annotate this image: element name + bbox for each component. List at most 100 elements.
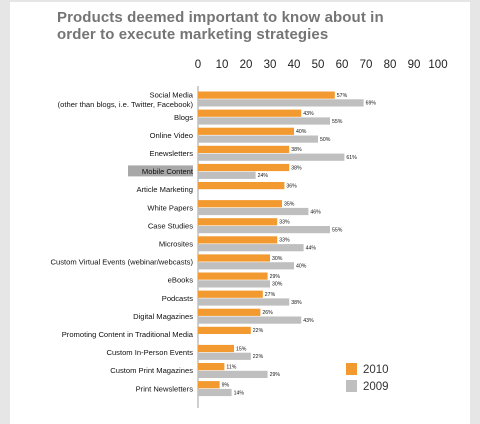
- bar-2010: [198, 272, 268, 280]
- bar-2009: [198, 135, 318, 143]
- bar-2010: [198, 127, 294, 135]
- bar-2010: [198, 308, 261, 316]
- bar-2009: [198, 388, 232, 397]
- data-label-2010: 26%: [262, 310, 273, 316]
- bar-2010: [198, 290, 263, 298]
- bar-2010: [198, 381, 220, 389]
- bar-2010: [198, 363, 225, 371]
- x-tick-label: 40: [288, 59, 301, 71]
- bar-2010: [198, 236, 278, 244]
- bar-2009: [198, 316, 302, 324]
- bar-2010: [198, 91, 335, 99]
- data-label-2009: 50%: [320, 137, 331, 143]
- data-label-2009: 55%: [332, 227, 343, 233]
- legend-label-2010: 2010: [363, 364, 389, 376]
- bar-2010: [198, 145, 290, 153]
- bar-2009: [198, 99, 364, 107]
- category-label: Mobile Content: [142, 167, 194, 176]
- bar-2009: [198, 262, 294, 270]
- category-label: Case Studies: [148, 221, 193, 230]
- bar-2009: [198, 370, 268, 378]
- data-label-2009: 24%: [258, 173, 269, 179]
- bar-2009: [198, 226, 330, 234]
- bar-2009: [198, 153, 345, 161]
- chart-title: Products deemed important to know about …: [57, 9, 384, 43]
- category-label: Custom Virtual Events (webinar/webcasts): [50, 258, 193, 267]
- legend-swatch-2009: [346, 380, 357, 392]
- data-label-2010: 35%: [284, 202, 295, 208]
- data-label-2009: 40%: [296, 264, 307, 270]
- category-highlight: [128, 165, 193, 177]
- data-label-2009: 14%: [234, 390, 245, 396]
- data-label-2009: 22%: [253, 354, 264, 360]
- data-label-2009: 61%: [346, 155, 357, 161]
- legend-label-2009: 2009: [363, 381, 389, 393]
- category-label: Online Video: [150, 131, 193, 140]
- category-label: Print Newsletters: [136, 384, 194, 393]
- x-tick-label: 60: [336, 59, 349, 71]
- bar-2009: [198, 117, 330, 125]
- bar-2010: [198, 344, 234, 353]
- data-label-2010: 38%: [291, 147, 302, 153]
- category-label: Custom Print Magazines: [110, 366, 193, 375]
- data-label-2009: 69%: [366, 101, 377, 107]
- data-label-2010: 43%: [303, 111, 314, 117]
- bar-2010: [198, 218, 278, 226]
- category-label: Social Media: [150, 91, 194, 100]
- category-label: Promoting Content in Traditional Media: [62, 330, 194, 339]
- data-label-2009: 44%: [306, 246, 317, 252]
- data-label-2010: 27%: [265, 292, 276, 298]
- data-label-2010: 38%: [291, 165, 302, 171]
- x-tick-label: 80: [384, 59, 397, 71]
- data-label-2009: 38%: [291, 300, 302, 306]
- bar-2010: [198, 200, 282, 208]
- bar-2010: [198, 182, 285, 190]
- bar-2010: [198, 254, 270, 262]
- x-tick-label: 70: [360, 59, 373, 71]
- bar-2010: [198, 326, 251, 334]
- data-label-2009: 43%: [303, 318, 314, 324]
- x-tick-label: 90: [408, 59, 421, 71]
- data-label-2010: 22%: [253, 328, 264, 334]
- category-label: Article Marketing: [136, 185, 193, 194]
- category-label: Digital Magazines: [133, 312, 193, 321]
- x-tick-label: 100: [428, 59, 447, 71]
- category-label: Microsites: [159, 240, 193, 249]
- data-label-2010: 36%: [286, 183, 297, 189]
- bar-2009: [198, 171, 256, 179]
- bar-2010: [198, 163, 290, 172]
- data-label-2010: 30%: [272, 256, 283, 262]
- bar-2009: [198, 352, 251, 360]
- data-label-2009: 30%: [272, 282, 283, 288]
- x-tick-label: 20: [240, 59, 253, 71]
- bar-2009: [198, 280, 270, 288]
- bar-2009: [198, 207, 309, 216]
- category-label: Enewsletters: [150, 149, 194, 158]
- data-label-2009: 29%: [270, 372, 281, 378]
- bar-2010: [198, 109, 302, 117]
- category-label: (other than blogs, i.e. Twitter, Faceboo…: [58, 100, 194, 109]
- bar-2009: [198, 244, 304, 252]
- category-label: Podcasts: [162, 294, 193, 303]
- category-label: eBooks: [168, 276, 194, 285]
- data-label-2010: 33%: [279, 220, 290, 226]
- data-label-2010: 11%: [226, 364, 236, 370]
- category-label: White Papers: [147, 203, 193, 212]
- data-label-2010: 57%: [337, 93, 348, 99]
- data-label-2009: 55%: [332, 119, 343, 125]
- data-label-2010: 29%: [270, 274, 281, 280]
- data-label-2009: 46%: [310, 209, 321, 215]
- data-label-2010: 15%: [236, 346, 247, 352]
- category-label: Blogs: [174, 113, 193, 122]
- category-label: Custom In-Person Events: [106, 348, 193, 357]
- data-label-2010: 9%: [222, 383, 230, 389]
- data-label-2010: 40%: [296, 129, 307, 135]
- legend-swatch-2010: [346, 363, 357, 375]
- x-tick-label: 10: [216, 59, 229, 71]
- data-label-2010: 33%: [279, 238, 290, 244]
- x-tick-label: 0: [195, 59, 201, 71]
- bar-2009: [198, 298, 290, 306]
- x-tick-label: 30: [264, 59, 277, 71]
- x-tick-label: 50: [312, 59, 325, 71]
